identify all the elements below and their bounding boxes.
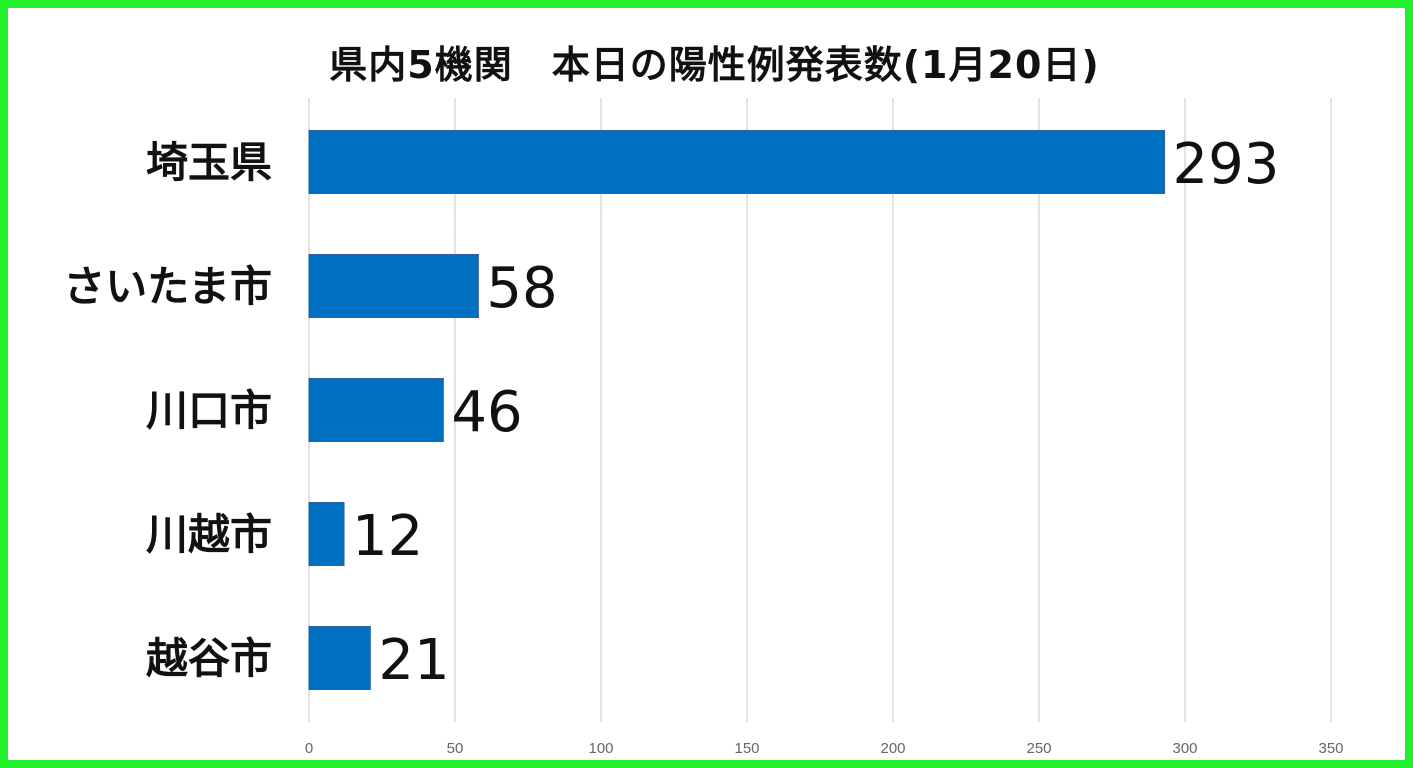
x-tick-label: 250 xyxy=(1026,740,1051,757)
x-tick-label: 200 xyxy=(880,740,905,757)
data-label: 293 xyxy=(1173,132,1280,197)
category-label: 埼玉県 xyxy=(146,138,272,187)
value-labels: 293 58 46 12 21 xyxy=(352,132,1279,693)
bar xyxy=(308,626,371,690)
x-tick-label: 300 xyxy=(1172,740,1197,757)
chart-title: 県内5機関 本日の陽性例発表数(1月20日) xyxy=(329,43,1100,87)
x-tick-label: 100 xyxy=(588,740,613,757)
category-label: 川口市 xyxy=(146,386,272,435)
data-label: 58 xyxy=(486,256,557,321)
bars xyxy=(308,130,1166,690)
bar xyxy=(308,378,444,442)
x-tick-label: 0 xyxy=(305,740,313,757)
data-label: 46 xyxy=(451,380,522,445)
bar xyxy=(308,130,1166,194)
bar xyxy=(308,254,479,318)
x-tick-label: 50 xyxy=(447,740,464,757)
gridlines xyxy=(308,98,1332,722)
tick-labels: 0 50 100 150 200 250 300 350 xyxy=(305,740,1344,757)
category-label: 川越市 xyxy=(146,510,272,559)
data-label: 12 xyxy=(352,504,423,569)
category-label: さいたま市 xyxy=(63,262,272,311)
bar xyxy=(308,502,345,566)
data-label: 21 xyxy=(378,628,449,693)
category-label: 越谷市 xyxy=(146,634,272,683)
x-tick-label: 150 xyxy=(734,740,759,757)
x-tick-label: 350 xyxy=(1318,740,1343,757)
